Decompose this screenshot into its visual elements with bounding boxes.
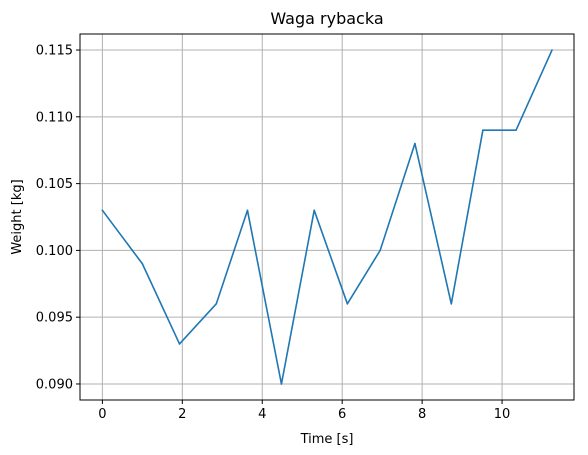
x-tick-label: 6 bbox=[338, 407, 346, 422]
x-tick-label: 8 bbox=[418, 407, 426, 422]
y-axis: 0.090 0.095 0.100 0.105 0.110 0.115 bbox=[36, 44, 80, 392]
data-point bbox=[280, 383, 283, 385]
y-tick-label: 0.115 bbox=[36, 44, 73, 59]
x-axis-label: Time [s] bbox=[300, 432, 354, 447]
data-point bbox=[379, 249, 381, 252]
y-tick-label: 0.105 bbox=[36, 177, 73, 192]
x-axis: 0 2 4 6 8 10 bbox=[98, 400, 510, 422]
axes-frame bbox=[79, 33, 575, 401]
x-tick-label: 4 bbox=[258, 407, 266, 422]
chart-title: Waga rybacka bbox=[270, 9, 383, 28]
y-tick-label: 0.090 bbox=[36, 377, 73, 392]
data-point bbox=[515, 129, 517, 131]
data-point bbox=[551, 49, 553, 51]
data-point bbox=[246, 209, 249, 212]
grid bbox=[80, 34, 574, 400]
data-point bbox=[482, 129, 484, 131]
data-point bbox=[414, 142, 416, 145]
data-point bbox=[101, 209, 104, 212]
data-point bbox=[215, 303, 218, 305]
y-tick-label: 0.110 bbox=[36, 110, 73, 125]
y-axis-label: Weight [kg] bbox=[10, 179, 25, 254]
data-point bbox=[313, 209, 316, 212]
data-point bbox=[450, 303, 453, 305]
data-point bbox=[346, 303, 349, 305]
y-tick-label: 0.100 bbox=[36, 244, 73, 259]
data-point bbox=[141, 262, 144, 265]
y-tick-label: 0.095 bbox=[36, 311, 73, 326]
x-tick-label: 0 bbox=[98, 407, 106, 422]
data-point bbox=[178, 343, 181, 345]
x-tick-label: 2 bbox=[178, 407, 186, 422]
x-tick-label: 10 bbox=[494, 407, 511, 422]
plot-area bbox=[101, 49, 553, 385]
series-line bbox=[101, 49, 553, 385]
